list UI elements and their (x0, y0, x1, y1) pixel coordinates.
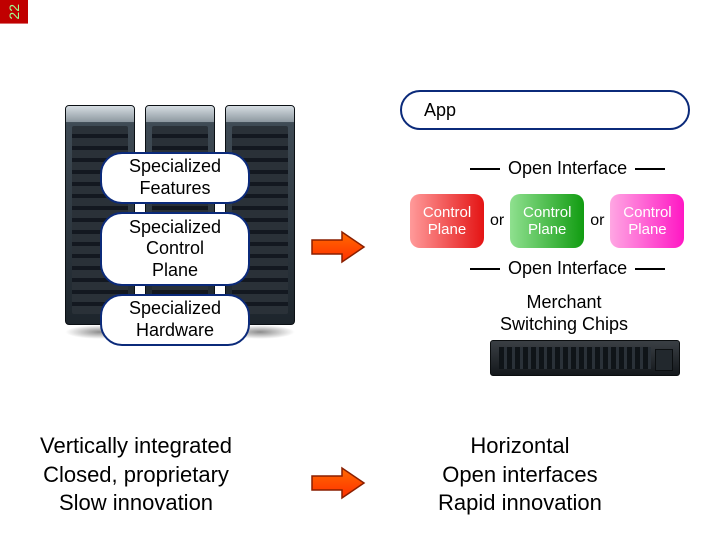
app-label: App (424, 100, 456, 121)
pill-control-text: SpecializedControlPlane (129, 217, 221, 282)
arrow-upper (310, 230, 366, 264)
switch-chip-graphic (490, 340, 680, 376)
caption-right: HorizontalOpen interfacesRapid innovatio… (438, 432, 602, 518)
pill-specialized-features: SpecializedFeatures (100, 152, 250, 204)
cp-red-label: ControlPlane (423, 204, 471, 239)
pill-features-text: SpecializedFeatures (129, 156, 221, 199)
oi-line-right (635, 168, 665, 170)
merchant-switching-label: MerchantSwitching Chips (500, 292, 628, 335)
open-interface-bottom: Open Interface (470, 258, 665, 279)
open-interface-top: Open Interface (470, 158, 665, 179)
control-plane-red: ControlPlane (410, 194, 484, 248)
cp-pink-label: ControlPlane (623, 204, 671, 239)
app-box: App (400, 90, 690, 130)
control-plane-green: ControlPlane (510, 194, 584, 248)
caption-right-text: HorizontalOpen interfacesRapid innovatio… (438, 433, 602, 515)
oi-line-left-2 (470, 268, 500, 270)
or-1: or (488, 212, 506, 230)
control-plane-row: ControlPlane or ControlPlane or ControlP… (410, 194, 684, 248)
cp-green-label: ControlPlane (523, 204, 571, 239)
caption-left-text: Vertically integratedClosed, proprietary… (40, 433, 232, 515)
oi-line-left (470, 168, 500, 170)
slide: 22 App SpecializedFeatures SpecializedCo… (0, 0, 720, 540)
pill-specialized-hardware: SpecializedHardware (100, 294, 250, 346)
arrow-lower (310, 466, 366, 500)
pill-specialized-control: SpecializedControlPlane (100, 212, 250, 286)
oi-label-top: Open Interface (508, 158, 627, 179)
or-2: or (588, 212, 606, 230)
slide-number-badge: 22 (0, 0, 28, 24)
pill-hardware-text: SpecializedHardware (129, 298, 221, 341)
merchant-text: MerchantSwitching Chips (500, 292, 628, 334)
caption-left: Vertically integratedClosed, proprietary… (40, 432, 232, 518)
oi-line-right-2 (635, 268, 665, 270)
oi-label-bottom: Open Interface (508, 258, 627, 279)
control-plane-pink: ControlPlane (610, 194, 684, 248)
